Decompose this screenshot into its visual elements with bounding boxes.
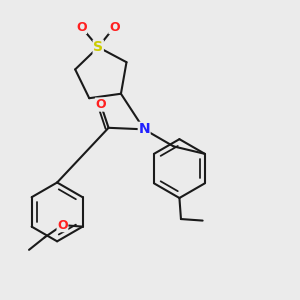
Text: N: N xyxy=(138,122,150,136)
Text: O: O xyxy=(76,20,86,34)
Text: O: O xyxy=(109,20,120,34)
Text: S: S xyxy=(93,40,103,54)
Text: O: O xyxy=(57,219,68,232)
Text: O: O xyxy=(95,98,106,111)
